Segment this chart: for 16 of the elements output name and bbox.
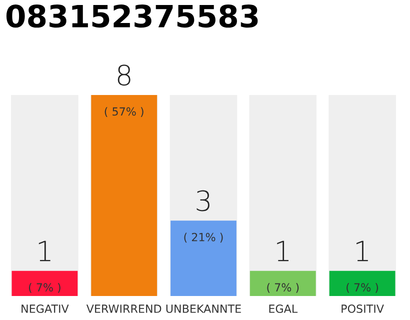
x-tick-label: UNBEKANNTE <box>166 304 241 313</box>
annotation: ( 21% ) <box>184 232 223 243</box>
annotation: ( 7% ) <box>346 282 378 293</box>
data-label: 3 <box>196 190 210 212</box>
x-tick-label: EGAL <box>269 304 298 313</box>
annotation: ( 57% ) <box>104 107 144 117</box>
data-label: 1 <box>356 240 368 262</box>
x-tick-label: VERWIRREND <box>86 304 162 313</box>
x-tick-label: POSITIV <box>342 304 384 313</box>
data-label: 8 <box>118 64 130 86</box>
data-label: 1 <box>38 240 50 262</box>
chart-title: 083152375583 <box>6 4 258 28</box>
annotation: ( 7% ) <box>267 282 299 293</box>
annotation: ( 7% ) <box>28 282 60 293</box>
data-label: 1 <box>277 240 288 262</box>
x-tick-label: NEGATIV <box>22 304 69 313</box>
